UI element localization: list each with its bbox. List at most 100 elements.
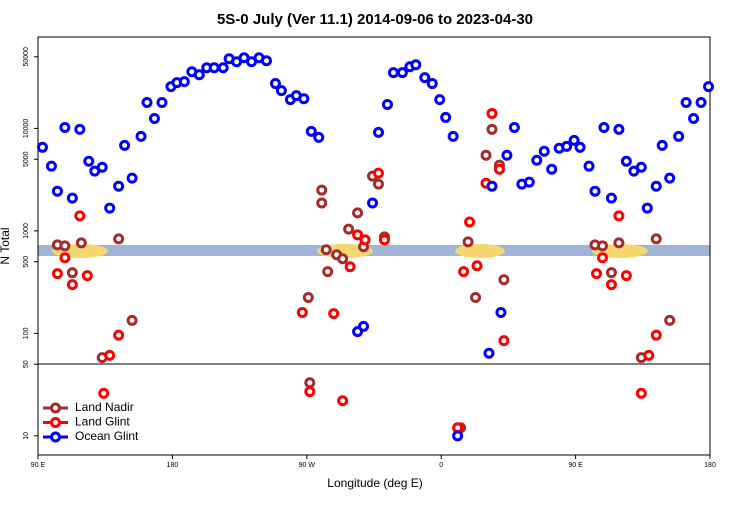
point: [74, 210, 86, 222]
point: [387, 67, 399, 79]
point: [486, 107, 498, 119]
point: [635, 161, 647, 173]
point: [337, 395, 349, 407]
point: [104, 349, 116, 361]
point: [561, 140, 573, 152]
point: [471, 260, 483, 272]
point: [98, 387, 110, 399]
point: [141, 97, 153, 109]
point: [447, 130, 459, 142]
point: [396, 67, 408, 79]
point: [322, 266, 334, 278]
point: [664, 172, 676, 184]
point: [419, 72, 431, 84]
point: [596, 240, 608, 252]
point: [316, 184, 328, 196]
point: [358, 320, 370, 332]
point: [523, 176, 535, 188]
point: [36, 141, 48, 153]
point: [613, 123, 625, 135]
point: [605, 192, 617, 204]
point: [591, 268, 603, 280]
point: [440, 111, 452, 123]
point: [119, 139, 131, 151]
point: [148, 112, 160, 124]
point: [126, 314, 138, 326]
point: [641, 202, 653, 214]
point: [59, 122, 71, 134]
point: [464, 216, 476, 228]
point: [59, 240, 71, 252]
point: [673, 130, 685, 142]
point: [568, 134, 580, 146]
point: [304, 386, 316, 398]
point: [538, 145, 550, 157]
point: [650, 180, 662, 192]
y-tick-label: 50000: [23, 47, 30, 67]
point: [135, 130, 147, 142]
point: [605, 267, 617, 279]
x-tick-label: 180: [704, 462, 716, 469]
point: [104, 202, 116, 214]
legend-marker: [50, 431, 61, 443]
point: [74, 123, 86, 135]
x-tick-label: 90 E: [568, 462, 583, 469]
point: [650, 233, 662, 245]
point: [605, 279, 617, 291]
point: [83, 155, 95, 167]
point: [462, 236, 474, 248]
point: [208, 62, 220, 74]
x-tick-label: 90 E: [31, 462, 46, 469]
y-axis-label: N Total: [0, 227, 12, 264]
point: [458, 266, 470, 278]
point: [381, 99, 393, 111]
point: [498, 274, 510, 286]
point: [613, 210, 625, 222]
point: [113, 180, 125, 192]
point: [620, 155, 632, 167]
point: [75, 237, 87, 249]
x-tick-label: 0: [439, 462, 443, 469]
plot-frame: [37, 36, 711, 456]
point: [480, 149, 492, 161]
point: [352, 229, 364, 241]
legend-marker: [50, 417, 61, 428]
legend-marker: [50, 402, 61, 414]
legend-label: Land Nadir: [75, 400, 134, 414]
point: [51, 185, 63, 197]
point: [486, 123, 498, 135]
point: [66, 192, 78, 204]
point: [688, 112, 700, 124]
point: [635, 387, 647, 399]
point: [305, 125, 317, 137]
point: [313, 131, 325, 143]
point: [344, 261, 356, 273]
point: [583, 160, 595, 172]
y-tick-label: 10: [23, 432, 30, 440]
point: [298, 93, 310, 105]
point: [483, 347, 495, 359]
band: [38, 245, 710, 256]
point: [372, 178, 384, 190]
y-tick-label: 100: [23, 327, 30, 339]
point: [113, 329, 125, 341]
point: [45, 160, 57, 172]
x-axis-label: Longitude (deg E): [327, 476, 422, 490]
point: [304, 377, 316, 389]
point: [193, 69, 205, 81]
point: [359, 234, 371, 246]
point: [486, 180, 498, 192]
point: [650, 329, 662, 341]
point: [81, 270, 93, 282]
point: [620, 270, 632, 282]
point: [217, 62, 229, 74]
point: [367, 197, 379, 209]
point: [269, 78, 281, 90]
point: [260, 55, 272, 67]
point: [613, 237, 625, 249]
point: [470, 291, 482, 303]
point: [66, 279, 78, 291]
point: [66, 267, 78, 279]
point: [113, 233, 125, 245]
